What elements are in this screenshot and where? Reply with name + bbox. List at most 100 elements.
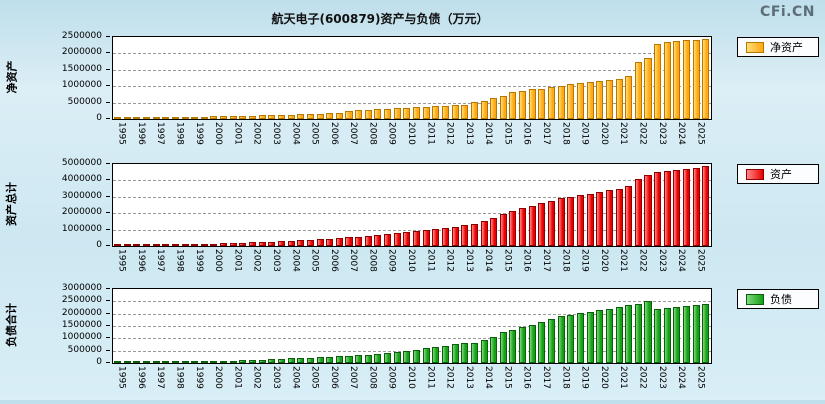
bar (557, 316, 565, 363)
gridline (113, 213, 711, 215)
bar (586, 311, 594, 363)
x-tick-label: 2019 (579, 249, 590, 272)
bar (268, 241, 276, 246)
bar (114, 117, 122, 119)
bar (277, 241, 286, 246)
x-tick-label: 2021 (618, 122, 629, 145)
y-tick-mark (106, 288, 110, 289)
x-tick-label: 2023 (656, 249, 667, 272)
x-tick-label: 2008 (367, 366, 378, 389)
legend-swatch-net-assets (746, 41, 764, 53)
x-axis-net-assets: 1995 1996 1997 1998 1999 2000 2001 2002 2003 2004… (112, 122, 710, 160)
gridline (113, 313, 711, 315)
y-tick-label: 500000 (67, 344, 102, 355)
bar (615, 188, 623, 246)
bar (133, 117, 141, 119)
y-tick-mark (106, 85, 110, 87)
y-axis-net-assets: 0 500000 1000000 1500000 2000000 2500000 (0, 31, 110, 123)
bar (239, 115, 247, 119)
x-tick-label: 1995 (116, 249, 127, 272)
x-tick-label: 2011 (425, 122, 436, 145)
bar (644, 175, 652, 246)
x-tick-label: 1997 (155, 249, 166, 272)
x-tick-label: 2020 (598, 249, 609, 272)
x-tick-label: 2000 (213, 366, 224, 389)
bar (509, 210, 517, 246)
bar (673, 307, 681, 363)
x-tick-label: 2015 (502, 122, 513, 145)
bar (374, 353, 382, 363)
x-tick-label: 2016 (521, 249, 532, 272)
bar (181, 244, 189, 246)
bar (615, 78, 623, 119)
bar (519, 327, 527, 363)
x-tick-label: 2018 (560, 366, 571, 389)
bar (413, 107, 421, 119)
bar (413, 349, 421, 363)
bar (548, 200, 556, 246)
bar (451, 344, 459, 363)
bar (586, 193, 594, 246)
page-title: 航天电子(600879)资产与负债（万元） (271, 12, 489, 26)
x-tick-label: 2025 (695, 249, 706, 272)
bar (673, 41, 681, 119)
x-tick-label: 2007 (348, 249, 359, 272)
bar (634, 61, 642, 119)
y-tick-label: 500000 (67, 96, 102, 107)
y-tick-mark (106, 312, 110, 314)
x-tick-label: 2020 (598, 122, 609, 145)
x-tick-label: 2004 (290, 249, 301, 272)
y-tick-label: 2500000 (61, 31, 102, 41)
x-tick-label: 2002 (251, 249, 262, 272)
y-tick-mark (106, 212, 110, 214)
x-tick-label: 2002 (251, 122, 262, 145)
x-tick-label: 2000 (213, 122, 224, 145)
bar (451, 105, 459, 119)
bar (316, 113, 324, 119)
bar (596, 80, 604, 119)
bar (220, 115, 228, 119)
bar (654, 44, 662, 119)
bar (654, 308, 662, 363)
x-tick-label: 1996 (135, 366, 146, 389)
bar (615, 307, 623, 363)
bar (162, 117, 170, 119)
bar (210, 361, 218, 363)
bar (229, 115, 237, 119)
legend-label-total-liabilities: 负债 (770, 293, 792, 306)
x-tick-label: 2005 (309, 249, 320, 272)
legend-total-liabilities: 负债 (737, 289, 819, 309)
bar (162, 361, 170, 363)
bar (586, 81, 594, 119)
bar (393, 108, 401, 119)
bar (200, 117, 208, 119)
x-tick-label: 2010 (406, 122, 416, 145)
y-tick-mark (106, 325, 110, 326)
bar (181, 117, 189, 119)
y-tick-label: 2000000 (61, 207, 102, 218)
bar (605, 190, 613, 246)
bar (548, 319, 556, 363)
x-tick-label: 2012 (444, 249, 455, 272)
x-tick-label: 2017 (541, 249, 552, 272)
bar (335, 238, 343, 246)
x-axis-total-liabilities: 1995 1996 1997 1998 1999 2000 2001 2002 2003 2004… (112, 366, 710, 404)
bar (287, 358, 295, 363)
x-tick-label: 2014 (483, 366, 494, 389)
bar (384, 108, 392, 119)
bar (422, 348, 430, 363)
bar (576, 313, 585, 363)
bar (499, 214, 507, 246)
bar (548, 86, 556, 119)
bar (538, 203, 546, 246)
x-tick-label: 2018 (560, 249, 571, 272)
bar (509, 330, 517, 363)
y-tick-label: 0 (96, 357, 102, 367)
bar (567, 196, 575, 246)
bar (509, 92, 517, 119)
y-tick-label: 4000000 (61, 174, 102, 185)
bar (422, 106, 430, 119)
bar (297, 358, 305, 363)
